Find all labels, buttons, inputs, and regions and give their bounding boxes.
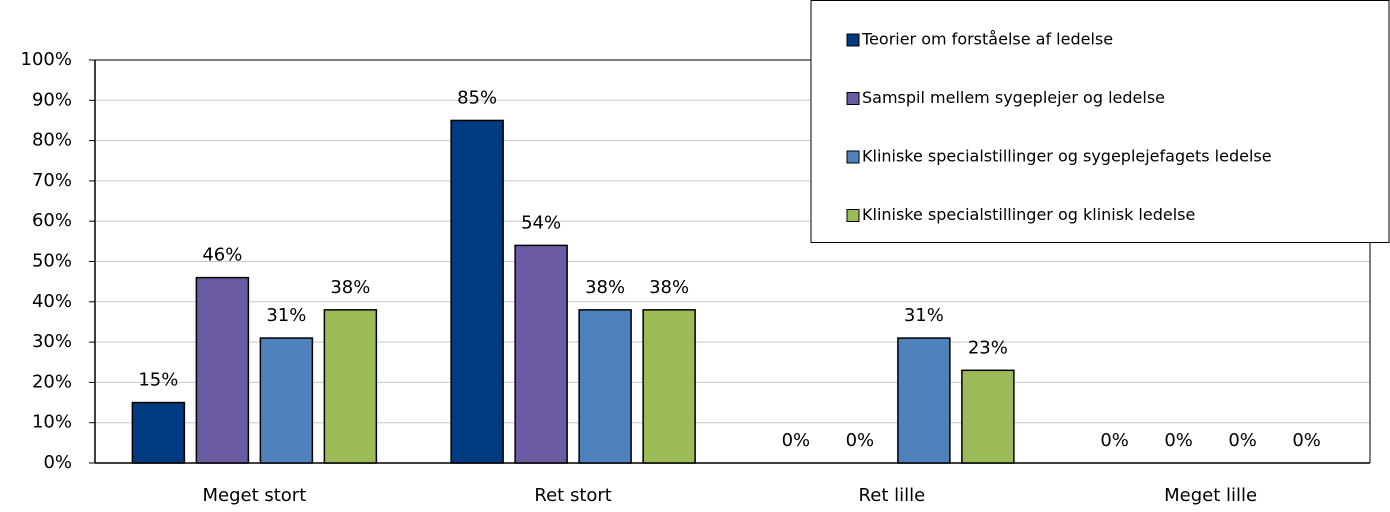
legend: Teorier om forståelse af ledelse Samspil …	[810, 0, 1390, 243]
data-label: 31%	[266, 305, 306, 326]
data-label: 0%	[782, 430, 811, 451]
data-label: 38%	[649, 277, 689, 298]
y-tick-label: 90%	[32, 89, 72, 110]
legend-label: Kliniske specialstillinger og sygeplejef…	[862, 147, 1272, 166]
legend-box	[810, 0, 1390, 243]
y-tick-label: 60%	[32, 210, 72, 231]
legend-swatch	[846, 33, 860, 47]
data-label: 38%	[330, 277, 370, 298]
y-tick-label: 50%	[32, 251, 72, 272]
legend-swatch	[846, 150, 860, 164]
y-tick-label: 100%	[21, 49, 72, 70]
y-tick-label: 0%	[43, 452, 72, 473]
bar	[259, 337, 314, 464]
data-label: 85%	[457, 87, 497, 108]
data-label: 38%	[585, 277, 625, 298]
data-label: 23%	[968, 337, 1008, 358]
legend-label: Teorier om forståelse af ledelse	[861, 30, 1113, 49]
legend-swatch	[846, 92, 860, 105]
x-tick-label: Ret stort	[534, 485, 611, 506]
data-label: 46%	[202, 245, 242, 266]
data-label: 0%	[846, 430, 875, 451]
bar	[897, 337, 951, 464]
y-tick-label: 40%	[32, 291, 72, 312]
legend-swatch	[846, 209, 860, 222]
x-tick-label: Ret lille	[859, 485, 926, 506]
y-tick-label: 70%	[32, 170, 72, 191]
legend-label: Samspil mellem sygeplejer og ledelse	[862, 88, 1165, 107]
data-label: 0%	[1292, 430, 1321, 451]
data-label: 54%	[521, 212, 561, 233]
y-tick-label: 10%	[32, 412, 72, 433]
bar	[131, 401, 186, 464]
data-label: 0%	[1228, 430, 1257, 451]
bar	[323, 309, 378, 464]
bar	[578, 309, 632, 464]
bar	[642, 309, 696, 464]
legend-label: Kliniske specialstillinger og klinisk le…	[862, 205, 1195, 224]
data-label: 0%	[1100, 430, 1129, 451]
bar	[195, 276, 250, 464]
data-label: 15%	[138, 370, 178, 391]
bar	[450, 119, 504, 464]
x-tick-label: Meget lille	[1164, 485, 1257, 506]
data-label: 31%	[904, 305, 944, 326]
bar	[961, 369, 1015, 464]
y-tick-label: 30%	[32, 331, 72, 352]
x-tick-label: Meget stort	[202, 485, 306, 506]
data-label: 0%	[1164, 430, 1193, 451]
y-tick-label: 80%	[32, 130, 72, 151]
y-tick-label: 20%	[32, 371, 72, 392]
bar	[514, 244, 568, 464]
